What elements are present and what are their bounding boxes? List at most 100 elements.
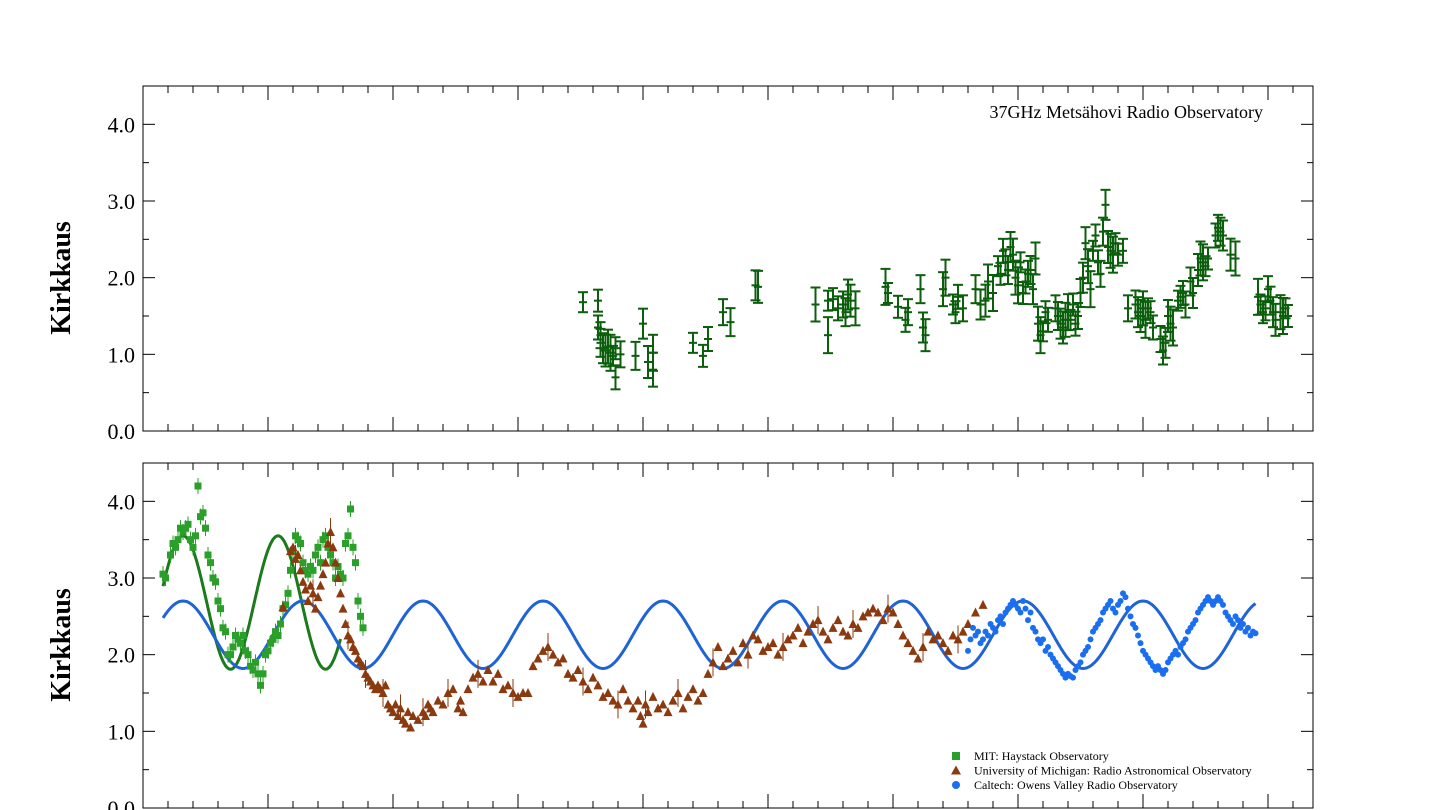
michigan-point <box>788 630 798 640</box>
michigan-point <box>948 630 958 640</box>
michigan-point <box>663 707 673 717</box>
legend-label: University of Michigan: Radio Astronomic… <box>974 764 1252 778</box>
haystack-point <box>314 539 322 556</box>
michigan-point <box>893 619 903 628</box>
top-data-point <box>1225 237 1236 272</box>
michigan-point <box>643 707 653 717</box>
caltech-point <box>1252 630 1259 637</box>
top-plot-frame <box>142 85 1314 432</box>
haystack-point <box>309 562 317 579</box>
haystack-point <box>162 570 169 586</box>
michigan-point <box>668 695 678 705</box>
michigan-point <box>308 579 318 608</box>
michigan-point <box>678 703 688 713</box>
haystack-point <box>349 539 357 556</box>
bottom-plot-frame <box>142 462 1314 809</box>
michigan-point <box>473 659 483 688</box>
top-data-point <box>1203 246 1213 271</box>
bottom-y-tick-label: 3.0 <box>108 566 136 591</box>
michigan-point <box>401 718 410 728</box>
haystack-point <box>359 619 367 636</box>
michigan-point <box>648 691 658 701</box>
top-data-point <box>883 282 893 304</box>
michigan-point <box>963 619 973 628</box>
michigan-point <box>688 684 698 694</box>
michigan-point <box>618 684 628 694</box>
michigan-point <box>528 661 538 671</box>
michigan-point <box>713 642 723 651</box>
michigan-point <box>843 630 853 640</box>
michigan-point <box>493 668 503 678</box>
top-data-point <box>1030 241 1041 276</box>
top-data-point <box>753 269 763 304</box>
michigan-point <box>933 630 943 640</box>
caltech-point <box>1032 628 1039 635</box>
legend-circle-marker <box>952 781 960 789</box>
top-data-point <box>983 263 993 300</box>
haystack-point <box>259 665 267 682</box>
caltech-point <box>1117 598 1124 604</box>
michigan-point <box>768 638 778 648</box>
michigan-point <box>508 679 518 707</box>
michigan-point <box>316 580 325 590</box>
top-data-point <box>1080 226 1091 261</box>
michigan-point <box>588 672 598 682</box>
michigan-point <box>703 668 713 678</box>
michigan-point <box>913 653 923 663</box>
michigan-point <box>738 638 748 648</box>
top-data-point <box>688 331 698 354</box>
michigan-point <box>456 695 465 705</box>
michigan-point <box>958 626 968 636</box>
michigan-point <box>733 657 743 667</box>
haystack-point <box>252 654 259 671</box>
michigan-point <box>351 645 360 655</box>
michigan-point <box>338 603 348 613</box>
michigan-point <box>598 691 608 701</box>
top-data-point <box>915 274 926 305</box>
caltech-point <box>975 628 981 635</box>
michigan-point <box>613 690 623 719</box>
michigan-point <box>331 557 340 567</box>
top-data-point <box>845 283 856 318</box>
haystack-point <box>347 501 354 517</box>
michigan-point <box>408 711 418 720</box>
michigan-point <box>538 645 548 655</box>
top-data-point <box>828 287 838 312</box>
michigan-point <box>318 569 328 579</box>
top-data-point <box>615 340 626 369</box>
michigan-point <box>278 602 288 612</box>
top-data-point <box>810 286 821 323</box>
haystack-point <box>257 677 264 694</box>
top-data-point <box>610 364 621 391</box>
haystack-point <box>297 535 304 552</box>
caltech-point <box>985 632 991 639</box>
michigan-point <box>918 633 928 661</box>
michigan-point <box>503 680 513 690</box>
top-y-tick-label: 3.0 <box>108 189 136 214</box>
haystack-point <box>239 627 247 644</box>
caltech-point <box>1087 636 1094 643</box>
michigan-point <box>301 584 310 594</box>
michigan-point <box>388 707 398 717</box>
haystack-point <box>184 516 192 533</box>
michigan-point <box>858 611 868 621</box>
top-x-ticks <box>142 86 1294 431</box>
top-y-tick-label: 0.0 <box>108 419 136 444</box>
caltech-point <box>1027 609 1034 616</box>
top-data-point <box>893 294 903 319</box>
michigan-point <box>763 642 773 651</box>
michigan-point <box>743 640 753 669</box>
legend-triangle-marker <box>951 765 961 775</box>
michigan-point <box>803 626 813 636</box>
michigan-point <box>396 694 405 723</box>
caltech-point <box>1137 640 1144 647</box>
top-y-tick-label: 2.0 <box>108 266 136 291</box>
legend-item: MIT: Haystack Observatory <box>952 749 1109 763</box>
top-data-point <box>958 294 968 323</box>
legend-square-marker <box>952 752 960 760</box>
top-y-tick-label: 4.0 <box>108 112 136 137</box>
michigan-point <box>798 638 808 648</box>
michigan-point <box>608 695 618 705</box>
michigan-point <box>773 649 783 659</box>
michigan-point <box>463 684 473 694</box>
